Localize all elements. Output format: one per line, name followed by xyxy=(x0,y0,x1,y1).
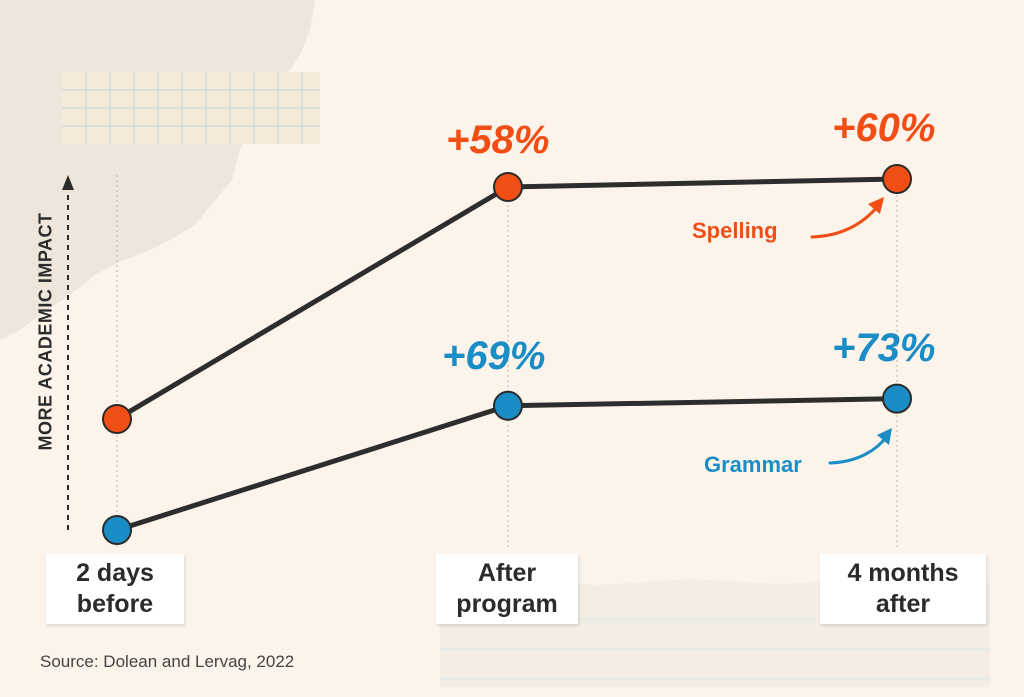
grammar-point-3 xyxy=(882,383,912,414)
x-tick-label-line2: program xyxy=(456,590,558,618)
x-tick-label: 2 days before xyxy=(46,554,184,624)
y-axis-arrowhead xyxy=(62,175,74,190)
x-tick-label-line2: after xyxy=(875,590,931,618)
grammar-point-1 xyxy=(102,515,132,545)
spelling-series-label: Spelling xyxy=(692,218,778,243)
grammar-arrow xyxy=(828,428,892,465)
x-tick-label-line1: After xyxy=(477,559,537,587)
x-tick-label: After program xyxy=(436,554,578,624)
spelling-point-3 xyxy=(882,164,912,194)
spelling-label-after-program: +58% xyxy=(446,118,550,162)
grammar-point-2 xyxy=(493,390,523,421)
paper-background-decoration xyxy=(0,0,320,340)
spelling-point-1 xyxy=(102,404,132,434)
grammar-label-after-program: +69% xyxy=(442,334,546,378)
grammar-series-label: Grammar xyxy=(704,452,802,477)
spelling-arrow xyxy=(810,197,884,239)
source-note: Source: Dolean and Lervag, 2022 xyxy=(40,652,295,671)
grammar-label-4-months: +73% xyxy=(832,326,936,370)
x-tick-label-line1: 4 months xyxy=(847,559,959,587)
x-tick-label: 4 months after xyxy=(820,554,986,624)
spelling-point-2 xyxy=(493,172,523,202)
x-tick-label-line1: 2 days xyxy=(76,559,154,587)
graph-paper-note xyxy=(62,72,320,144)
y-axis-label: MORE ACADEMIC IMPACT xyxy=(35,212,56,451)
spelling-label-4-months: +60% xyxy=(832,106,936,150)
x-tick-label-line2: before xyxy=(76,590,154,618)
spelling-series-line xyxy=(115,176,898,422)
